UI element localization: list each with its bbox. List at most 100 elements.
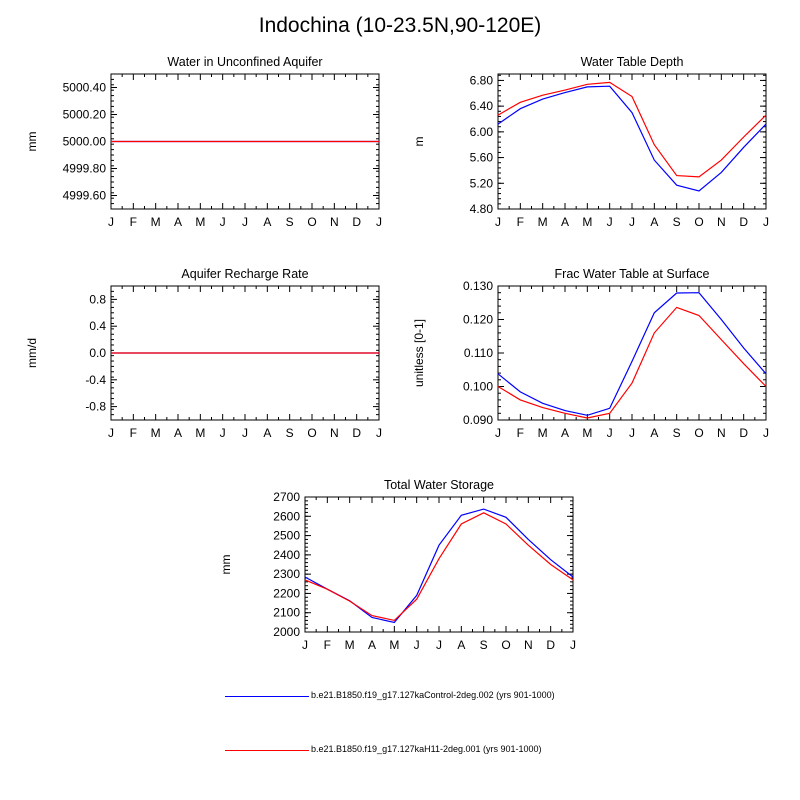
x-tick-label: J [376, 426, 382, 440]
y-tick-label: 2400 [273, 548, 300, 562]
chart-title: Water in Unconfined Aquifer [167, 55, 322, 69]
series-line-experiment [497, 306, 767, 419]
y-axis-label: m [412, 137, 426, 147]
x-tick-label: J [302, 638, 308, 652]
x-tick-label: O [694, 426, 703, 440]
y-tick-label: 0.130 [463, 279, 493, 293]
x-tick-label: J [376, 215, 382, 229]
y-tick-label: -0.4 [85, 373, 106, 387]
y-tick-label: 5000.40 [63, 81, 107, 95]
x-tick-label: M [195, 215, 205, 229]
y-tick-label: 6.00 [470, 125, 494, 139]
x-tick-label: J [108, 215, 114, 229]
x-tick-label: O [694, 215, 703, 229]
x-tick-label: M [345, 638, 355, 652]
x-tick-label: M [151, 426, 161, 440]
x-tick-label: S [673, 426, 681, 440]
x-tick-label: A [650, 215, 658, 229]
y-tick-label: 2300 [273, 567, 300, 581]
y-tick-label: 0.090 [463, 413, 493, 427]
x-tick-label: J [220, 215, 226, 229]
y-tick-label: 5000.00 [63, 135, 107, 149]
x-tick-label: M [538, 215, 548, 229]
x-tick-label: J [220, 426, 226, 440]
y-tick-label: 2100 [273, 606, 300, 620]
y-tick-label: 0.8 [89, 292, 106, 306]
x-tick-label: F [130, 426, 137, 440]
y-tick-label: 0.0 [89, 346, 106, 360]
x-tick-label: J [629, 426, 635, 440]
y-tick-label: 2600 [273, 509, 300, 523]
y-tick-label: 2700 [273, 490, 300, 504]
x-tick-label: D [739, 215, 748, 229]
x-tick-label: J [414, 638, 420, 652]
y-tick-label: 0.120 [463, 313, 493, 327]
x-tick-label: O [501, 638, 510, 652]
x-tick-label: J [763, 426, 769, 440]
legend-line-control [225, 696, 309, 697]
x-tick-label: M [151, 215, 161, 229]
legend-label-control: b.e21.B1850.f19_g17.127kaControl-2deg.00… [311, 690, 555, 700]
y-tick-label: 0.4 [89, 319, 106, 333]
y-tick-label: 2200 [273, 586, 300, 600]
plot-frame [304, 496, 574, 633]
series-line-control [497, 85, 767, 192]
x-tick-label: M [195, 426, 205, 440]
y-axis-label: mm [25, 132, 39, 152]
x-tick-label: D [546, 638, 555, 652]
x-tick-label: N [524, 638, 533, 652]
x-tick-label: M [389, 638, 399, 652]
x-tick-label: N [330, 426, 339, 440]
x-tick-label: J [108, 426, 114, 440]
x-tick-label: D [739, 426, 748, 440]
x-tick-label: M [582, 426, 592, 440]
x-tick-label: M [538, 426, 548, 440]
x-tick-label: J [607, 426, 613, 440]
x-tick-label: N [717, 215, 726, 229]
y-axis-label: mm/d [25, 338, 39, 368]
x-tick-label: A [263, 215, 271, 229]
x-tick-label: F [324, 638, 331, 652]
x-tick-label: J [495, 426, 501, 440]
x-tick-label: J [629, 215, 635, 229]
x-tick-label: S [286, 426, 294, 440]
y-tick-label: 4999.80 [63, 162, 107, 176]
x-tick-label: J [242, 426, 248, 440]
y-tick-label: 6.80 [470, 73, 494, 87]
x-tick-label: F [130, 215, 137, 229]
series-line-experiment [304, 512, 574, 622]
x-tick-label: J [607, 215, 613, 229]
x-tick-label: S [480, 638, 488, 652]
y-axis-label: unitless [0-1] [412, 319, 426, 387]
x-tick-label: S [286, 215, 294, 229]
y-tick-label: 5000.20 [63, 108, 107, 122]
plot-frame [497, 73, 767, 210]
x-tick-label: J [436, 638, 442, 652]
x-tick-label: A [457, 638, 465, 652]
x-tick-label: J [242, 215, 248, 229]
x-tick-label: A [561, 426, 569, 440]
y-tick-label: 4999.60 [63, 189, 107, 203]
x-tick-label: N [330, 215, 339, 229]
legend-line-experiment [225, 750, 309, 751]
x-tick-label: D [352, 215, 361, 229]
y-tick-label: 0.100 [463, 380, 493, 394]
plot-frame [497, 285, 767, 421]
legend-label-experiment: b.e21.B1850.f19_g17.127kaH11-2deg.001 (y… [311, 744, 542, 754]
series-line-experiment [497, 81, 767, 178]
x-tick-label: M [582, 215, 592, 229]
series-line-control [304, 508, 574, 624]
x-tick-label: N [717, 426, 726, 440]
x-tick-label: J [495, 215, 501, 229]
chart-title: Aquifer Recharge Rate [181, 267, 308, 281]
y-tick-label: 6.40 [470, 99, 494, 113]
x-tick-label: S [673, 215, 681, 229]
x-tick-label: O [307, 215, 316, 229]
x-tick-label: A [368, 638, 376, 652]
chart-title: Frac Water Table at Surface [555, 267, 710, 281]
x-tick-label: O [307, 426, 316, 440]
